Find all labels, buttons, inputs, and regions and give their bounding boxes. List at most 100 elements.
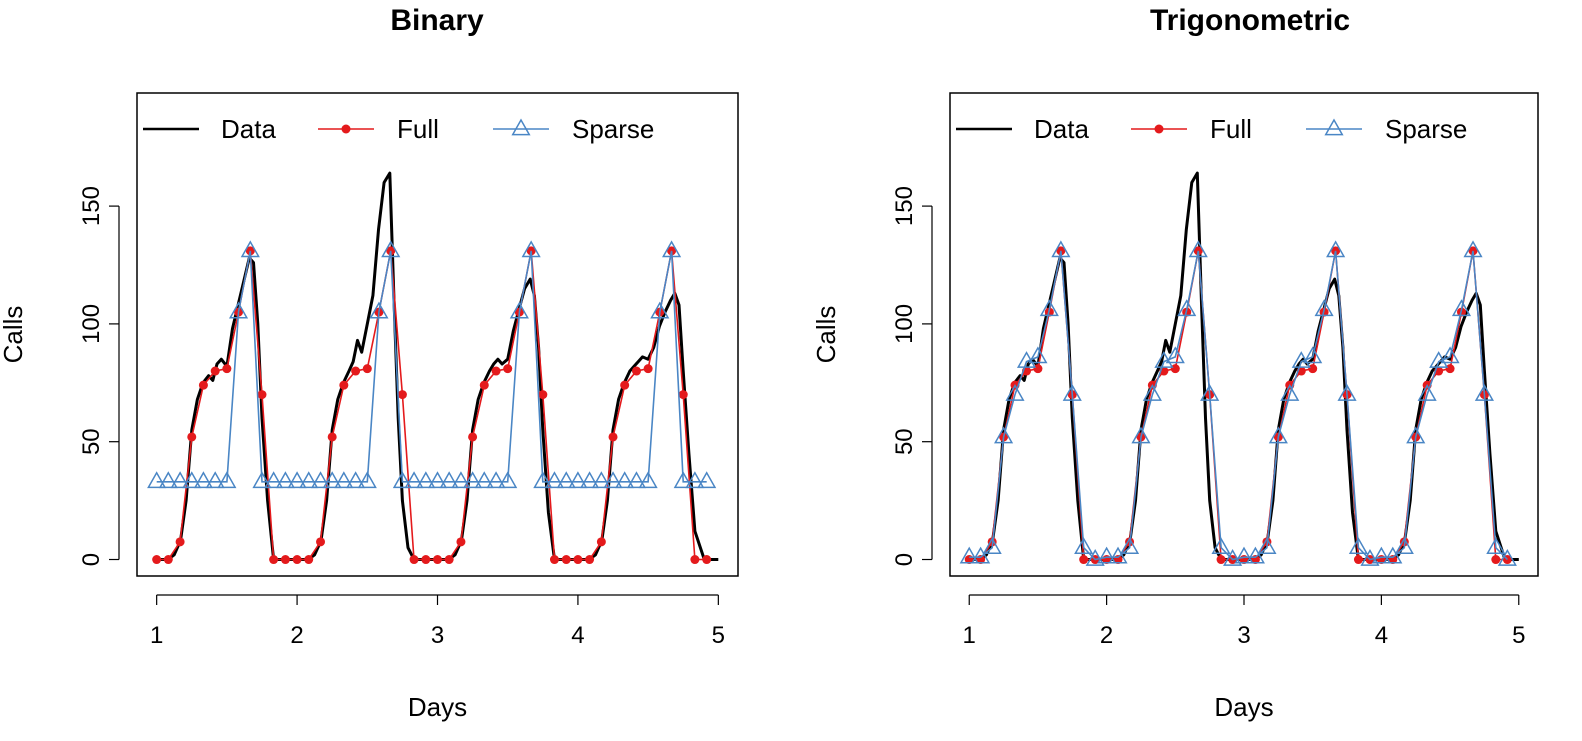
x-tick-label: 2	[290, 622, 303, 649]
legend-item-full: Full	[318, 114, 439, 144]
sparse-point	[1062, 384, 1082, 401]
sparse-point	[205, 471, 225, 489]
sparse-point	[463, 471, 483, 489]
sparse-point	[1326, 240, 1346, 258]
full-point	[316, 537, 326, 547]
sparse-point	[982, 537, 1002, 555]
full-point	[1033, 364, 1043, 374]
legend-marker-circle	[341, 124, 351, 134]
sparse-point	[556, 471, 576, 489]
sparse-point	[310, 471, 331, 489]
x-tick-label: 3	[431, 622, 444, 649]
legend-item-full: Full	[1131, 114, 1252, 144]
sparse-point	[1005, 384, 1025, 401]
x-tick-label: 4	[1375, 622, 1388, 649]
sparse-point	[357, 471, 377, 489]
sparse-point	[158, 471, 178, 489]
full-point	[643, 364, 653, 374]
full-point	[456, 537, 466, 547]
full-point	[327, 432, 337, 442]
sparse-point	[346, 471, 366, 489]
full-point	[175, 537, 185, 547]
legend-label: Full	[397, 114, 439, 144]
sparse-point	[1486, 537, 1506, 555]
sparse-point	[1142, 384, 1162, 401]
sparse-point	[1348, 537, 1369, 555]
full-point	[503, 364, 513, 374]
x-tick-label: 3	[1237, 622, 1250, 649]
sparse-point	[1223, 548, 1243, 566]
legend-label: Sparse	[1385, 114, 1467, 144]
sparse-point	[615, 471, 635, 489]
y-tick-label: 150	[891, 186, 918, 226]
full-point	[163, 555, 173, 565]
sparse-point	[959, 546, 979, 564]
sparse-point	[193, 471, 213, 489]
sparse-point	[287, 471, 307, 489]
legend-label: Sparse	[572, 114, 654, 144]
full-point	[304, 555, 314, 565]
sparse-point	[474, 471, 494, 489]
full-point	[1353, 555, 1363, 565]
sparse-point	[1245, 546, 1265, 564]
full-point	[222, 364, 232, 374]
sparse-point	[1474, 384, 1494, 401]
full-point	[1445, 364, 1455, 374]
sparse-point	[1360, 548, 1380, 566]
full-point	[573, 555, 583, 565]
sparse-point	[228, 301, 249, 319]
sparse-point	[1406, 426, 1426, 444]
full-point	[620, 380, 630, 390]
sparse-point	[1200, 384, 1220, 401]
sparse-point	[650, 301, 670, 319]
y-tick-label: 100	[891, 304, 918, 344]
sparse-point	[1417, 384, 1437, 401]
sparse-point	[147, 471, 167, 489]
y-tick-label: 0	[78, 553, 105, 566]
sparse-point	[521, 240, 541, 258]
full-point	[421, 555, 431, 565]
legend-item-data: Data	[956, 114, 1089, 144]
x-axis-label: Days	[408, 692, 467, 722]
sparse-point	[416, 471, 436, 489]
legend-item-sparse: Sparse	[493, 114, 654, 144]
x-axis: 1 2 3 4 5	[963, 594, 1525, 649]
sparse-point	[544, 471, 565, 489]
chart-title: Trigonometric	[1150, 4, 1350, 37]
full-point	[468, 432, 478, 442]
full-point	[690, 555, 700, 565]
sparse-point	[369, 301, 389, 319]
sparse-point	[1177, 299, 1197, 317]
sparse-point	[1337, 384, 1357, 401]
sparse-point	[1451, 299, 1472, 317]
sparse-point	[591, 471, 611, 489]
sparse-point	[334, 471, 354, 489]
sparse-point	[1383, 546, 1403, 564]
full-point	[1079, 555, 1089, 565]
sparse-point	[673, 471, 693, 489]
full-point	[257, 390, 267, 400]
legend-marker-triangle	[1324, 118, 1344, 136]
full-point	[479, 380, 489, 390]
legend-label: Full	[1210, 114, 1252, 144]
sparse-point	[392, 471, 412, 489]
full-point	[1308, 364, 1318, 374]
sparse-point	[1257, 537, 1277, 555]
full-point	[269, 555, 279, 565]
full-point	[1216, 555, 1226, 565]
sparse-point	[170, 471, 190, 489]
y-tick-label: 100	[78, 304, 105, 344]
sparse-point	[1188, 240, 1208, 258]
y-axis: 0 50 100 150	[78, 186, 120, 566]
x-tick-label: 2	[1100, 622, 1113, 649]
y-axis-label: Calls	[811, 306, 841, 364]
full-point	[351, 366, 361, 376]
sparse-point	[1165, 346, 1185, 364]
full-point	[549, 555, 559, 565]
sparse-point	[439, 471, 459, 489]
x-axis: 1 2 3 4 5	[150, 594, 725, 649]
x-tick-label: 4	[571, 622, 584, 649]
sparse-point	[626, 471, 647, 489]
